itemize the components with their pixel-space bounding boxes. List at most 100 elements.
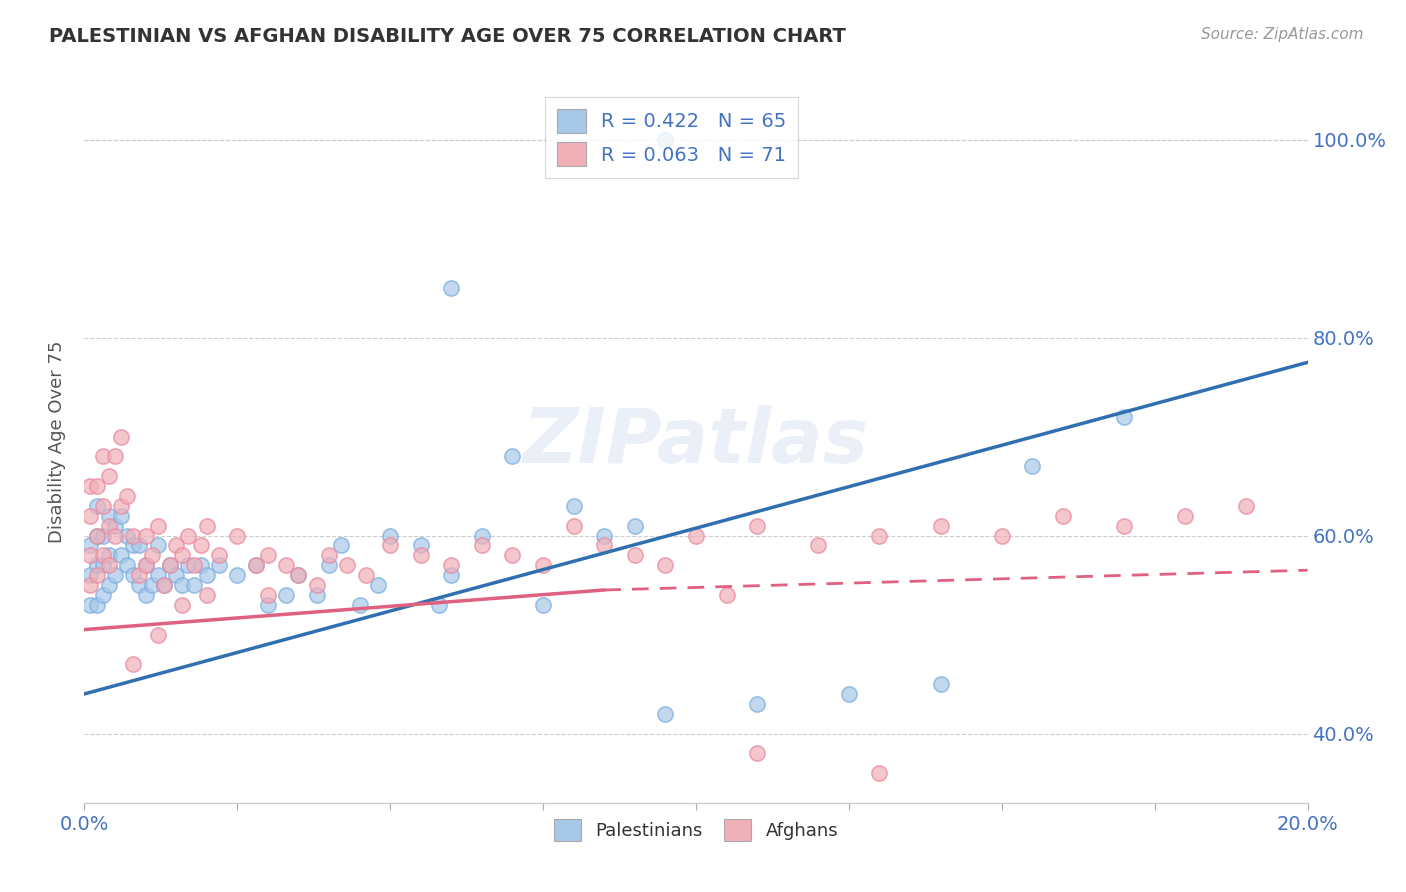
- Point: [838, 687, 860, 701]
- Point: [146, 568, 169, 582]
- Point: [122, 568, 145, 582]
- Point: [110, 429, 132, 443]
- Point: [624, 518, 647, 533]
- Point: [502, 450, 524, 464]
- Point: [165, 568, 187, 582]
- Point: [97, 518, 120, 533]
- Point: [257, 598, 280, 612]
- Point: [86, 479, 108, 493]
- Point: [135, 558, 157, 573]
- Point: [226, 568, 249, 582]
- Point: [97, 578, 120, 592]
- Point: [146, 518, 169, 533]
- Point: [104, 568, 127, 582]
- Point: [104, 518, 127, 533]
- Point: [183, 558, 205, 573]
- Point: [257, 588, 280, 602]
- Point: [79, 549, 101, 563]
- Point: [654, 706, 676, 721]
- Point: [97, 508, 120, 523]
- Point: [440, 281, 463, 295]
- Point: [115, 489, 138, 503]
- Point: [91, 588, 114, 602]
- Point: [128, 568, 150, 582]
- Point: [91, 499, 114, 513]
- Point: [1114, 518, 1136, 533]
- Point: [747, 518, 769, 533]
- Point: [1114, 409, 1136, 424]
- Point: [91, 558, 114, 573]
- Point: [79, 539, 101, 553]
- Point: [97, 549, 120, 563]
- Point: [135, 558, 157, 573]
- Point: [190, 558, 212, 573]
- Point: [122, 539, 145, 553]
- Point: [122, 657, 145, 672]
- Point: [245, 558, 267, 573]
- Point: [367, 578, 389, 592]
- Point: [354, 568, 377, 582]
- Point: [380, 528, 402, 542]
- Point: [86, 558, 108, 573]
- Point: [79, 508, 101, 523]
- Point: [427, 598, 450, 612]
- Point: [440, 558, 463, 573]
- Point: [195, 588, 218, 602]
- Point: [318, 558, 340, 573]
- Point: [929, 677, 952, 691]
- Point: [165, 539, 187, 553]
- Point: [159, 558, 181, 573]
- Point: [146, 627, 169, 641]
- Point: [869, 528, 891, 542]
- Point: [593, 539, 616, 553]
- Point: [305, 588, 328, 602]
- Point: [1052, 508, 1074, 523]
- Point: [276, 558, 298, 573]
- Point: [146, 539, 169, 553]
- Point: [336, 558, 359, 573]
- Point: [562, 499, 585, 513]
- Point: [128, 578, 150, 592]
- Point: [991, 528, 1014, 542]
- Point: [440, 568, 463, 582]
- Point: [104, 450, 127, 464]
- Point: [1236, 499, 1258, 513]
- Point: [91, 549, 114, 563]
- Point: [177, 528, 200, 542]
- Point: [245, 558, 267, 573]
- Point: [287, 568, 309, 582]
- Point: [153, 578, 176, 592]
- Point: [135, 588, 157, 602]
- Point: [172, 549, 194, 563]
- Point: [104, 528, 127, 542]
- Point: [208, 549, 231, 563]
- Text: Source: ZipAtlas.com: Source: ZipAtlas.com: [1201, 27, 1364, 42]
- Point: [79, 568, 101, 582]
- Point: [153, 578, 176, 592]
- Point: [471, 539, 494, 553]
- Point: [318, 549, 340, 563]
- Point: [593, 528, 616, 542]
- Point: [1021, 459, 1043, 474]
- Point: [190, 539, 212, 553]
- Point: [1174, 508, 1197, 523]
- Point: [122, 528, 145, 542]
- Point: [807, 539, 830, 553]
- Point: [654, 558, 676, 573]
- Point: [172, 598, 194, 612]
- Point: [97, 469, 120, 483]
- Text: ZIPatlas: ZIPatlas: [523, 405, 869, 478]
- Point: [471, 528, 494, 542]
- Point: [562, 518, 585, 533]
- Point: [330, 539, 353, 553]
- Point: [86, 568, 108, 582]
- Point: [177, 558, 200, 573]
- Point: [128, 539, 150, 553]
- Point: [869, 766, 891, 780]
- Point: [79, 578, 101, 592]
- Point: [531, 558, 554, 573]
- Point: [624, 549, 647, 563]
- Point: [276, 588, 298, 602]
- Point: [79, 479, 101, 493]
- Point: [97, 558, 120, 573]
